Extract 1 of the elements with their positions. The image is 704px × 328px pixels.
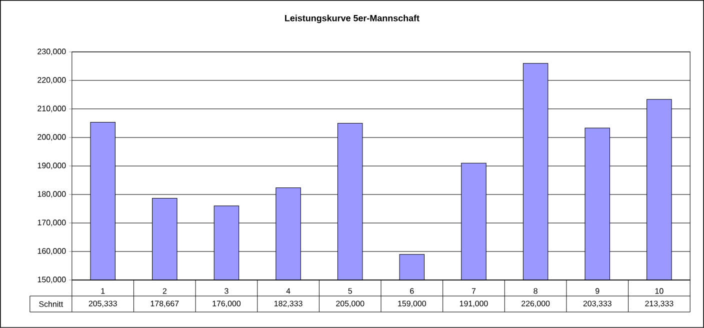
chart-title: Leistungskurve 5er-Mannschaft [285,14,420,24]
